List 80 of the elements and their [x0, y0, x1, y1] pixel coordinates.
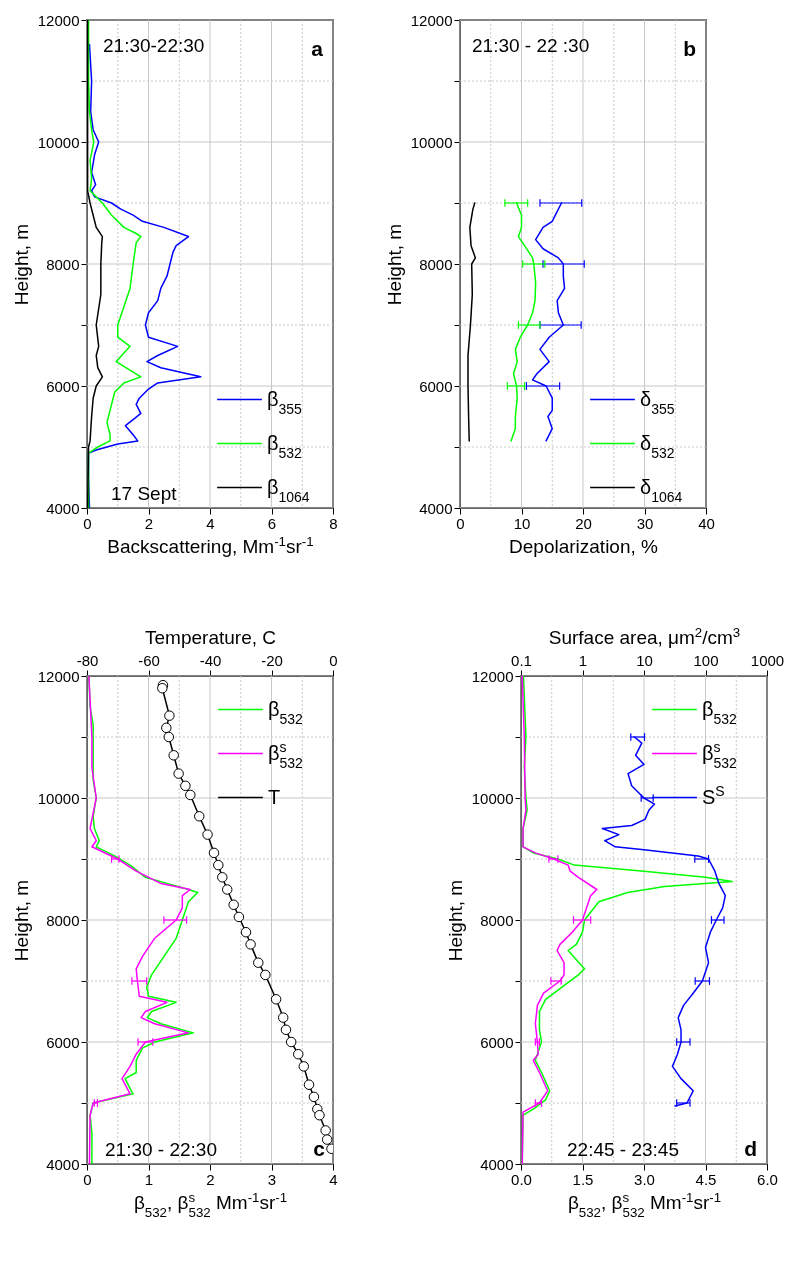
- y-tick-label: 12000: [37, 11, 80, 29]
- legend-label: β$_{532}$: [267, 431, 303, 461]
- annotation: 21:30 - 22:30: [105, 1139, 217, 1160]
- annotation: a: [311, 37, 324, 60]
- line-series: [467, 202, 477, 442]
- x-tick-label: 3.0: [634, 1170, 655, 1188]
- x-tick-label: 0.0: [511, 1170, 532, 1188]
- y-tick-label: 8000: [419, 255, 453, 273]
- y-axis-title: Height, m: [10, 879, 32, 962]
- x2-tick-label: 100: [693, 651, 719, 669]
- x-tick-label: 4: [206, 514, 215, 532]
- legend-label: S$^{S}$: [702, 782, 725, 808]
- annotation: 22:45 - 23:45: [567, 1139, 679, 1160]
- text: β$_{532}$, β$^{s}$$_{532}$ Mm$^{-1}$sr$^{-1}$: [133, 1189, 288, 1219]
- y-tick-label: 10000: [37, 133, 80, 151]
- legend-label: δ$_{355}$: [640, 387, 675, 417]
- x-axis-title: Backscattering, Mm$^{-1}$sr$^{-1}$: [107, 533, 314, 557]
- y-tick-label: 6000: [46, 377, 80, 395]
- y-tick-label: 4000: [46, 499, 80, 517]
- y-tick-label: 12000: [37, 667, 80, 685]
- x-tick-label: 0: [456, 514, 465, 532]
- legend-label: β$_{1064}$: [267, 475, 310, 505]
- y-tick-label: 12000: [471, 667, 514, 685]
- x2-axis-title: Temperature, C: [145, 626, 276, 648]
- x-tick-label: 20: [575, 514, 592, 532]
- y-tick-label: 10000: [37, 789, 80, 807]
- legend-label: T: [268, 785, 281, 808]
- legend-label: β$_{532}$: [268, 697, 304, 727]
- y-axis-title: Height, m: [10, 223, 32, 306]
- x-axis-title: Depolarization, %: [509, 535, 659, 557]
- y-tick-label: 6000: [46, 1033, 80, 1051]
- y-tick-label: 6000: [419, 377, 453, 395]
- y-axis-title: Height, m: [383, 223, 405, 306]
- x-tick-label: 0: [83, 1170, 92, 1188]
- x-tick-label: 6.0: [757, 1170, 778, 1188]
- legend-label: δ$_{1064}$: [640, 475, 683, 505]
- y-tick-label: 8000: [480, 911, 514, 929]
- x-tick-label: 4: [329, 1170, 338, 1188]
- text: β$_{532}$, β$^{s}$$_{532}$ Mm$^{-1}$sr$^{-1}$: [567, 1189, 722, 1219]
- y-tick-label: 10000: [410, 133, 453, 151]
- x-tick-label: 4.5: [695, 1170, 717, 1188]
- x-tick-label: 10: [513, 514, 531, 532]
- annotation: 21:30-22:30: [103, 35, 205, 56]
- x2-tick-label: -40: [199, 651, 222, 669]
- annotation: d: [744, 1137, 757, 1160]
- x2-tick-label: -80: [76, 651, 99, 669]
- x-tick-label: 6: [267, 514, 277, 532]
- x-tick-label: 30: [636, 514, 654, 532]
- x2-tick-label: 1000: [750, 651, 785, 669]
- y-tick-label: 4000: [480, 1155, 514, 1173]
- y-tick-label: 4000: [419, 499, 453, 517]
- annotation: b: [683, 37, 696, 60]
- x-tick-label: 3: [267, 1170, 277, 1188]
- x-tick-label: 1.5: [572, 1170, 594, 1188]
- x2-tick-label: 1: [578, 651, 588, 669]
- legend-label: β$_{532}$: [702, 697, 738, 727]
- annotation: c: [313, 1137, 326, 1160]
- x-tick-label: 2: [144, 514, 154, 532]
- x2-tick-label: 0: [329, 651, 338, 669]
- y-tick-label: 4000: [46, 1155, 80, 1173]
- y-tick-label: 12000: [410, 11, 453, 29]
- x2-tick-label: -20: [261, 651, 283, 669]
- y-tick-label: 8000: [46, 255, 80, 273]
- y-tick-label: 10000: [471, 789, 514, 807]
- x-tick-label: 2: [206, 1170, 215, 1188]
- y-tick-label: 6000: [480, 1033, 514, 1051]
- x2-axis-title: Surface area, μm$^{2}$/cm$^{3}$: [548, 624, 741, 648]
- annotation: 17 Sept: [111, 483, 178, 504]
- x-tick-label: 1: [144, 1170, 154, 1188]
- annotation: 21:30 - 22 :30: [472, 35, 590, 56]
- legend-label: β$_{355}$: [267, 387, 303, 417]
- y-tick-label: 8000: [46, 911, 80, 929]
- x2-tick-label: 0.1: [511, 651, 532, 669]
- x2-tick-label: -60: [138, 651, 160, 669]
- y-axis-title: Height, m: [444, 879, 466, 962]
- x-tick-label: 0: [83, 514, 92, 532]
- x2-tick-label: 10: [636, 651, 653, 669]
- x-tick-label: 8: [329, 514, 338, 532]
- x-tick-label: 40: [698, 514, 715, 532]
- legend-label: δ$_{532}$: [640, 431, 675, 461]
